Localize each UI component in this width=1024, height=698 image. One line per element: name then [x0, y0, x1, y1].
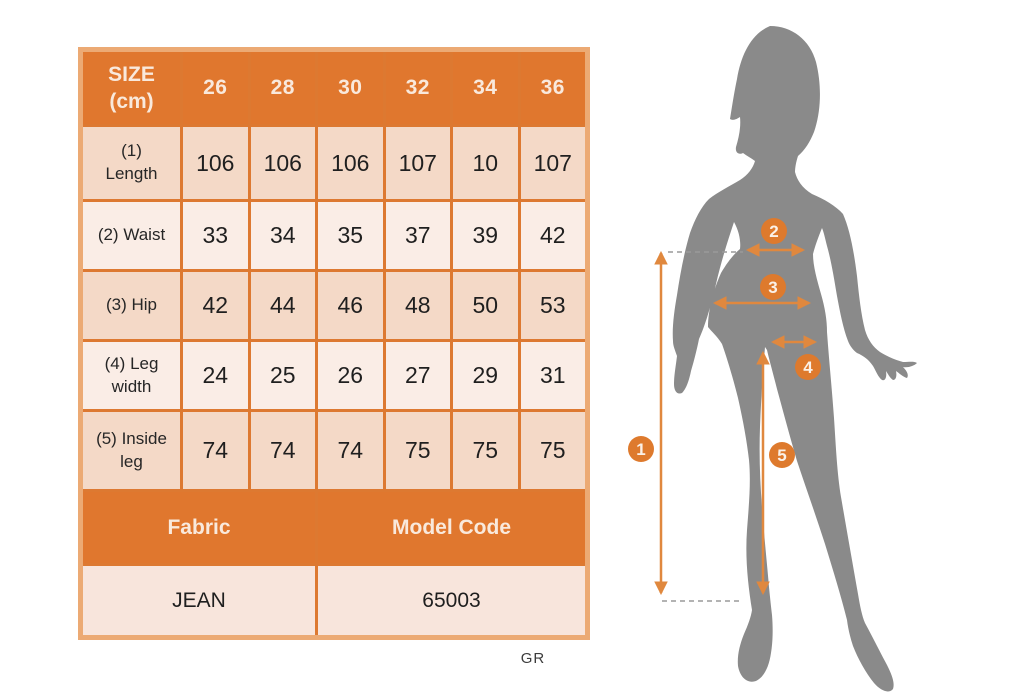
- table-value: 24: [183, 342, 248, 409]
- svg-text:4: 4: [803, 358, 813, 377]
- row-label-waist: (2) Waist: [83, 202, 180, 269]
- measure-marker-3: 3: [760, 274, 786, 300]
- table-value: 107: [385, 127, 450, 199]
- size-col-26: 26: [183, 52, 248, 124]
- svg-text:5: 5: [777, 446, 786, 465]
- table-value: 42: [520, 202, 585, 269]
- row-label-inside-leg: (5) Inside leg: [83, 412, 180, 489]
- measure-marker-5: 5: [769, 442, 795, 468]
- size-table: SIZE (cm) 26 28 30 32 34 36 (1) Length 1…: [78, 47, 590, 640]
- table-value: 46: [318, 272, 383, 339]
- model-code-value: 65003: [318, 566, 585, 635]
- table-value: 106: [250, 127, 315, 199]
- table-value: 39: [453, 202, 518, 269]
- row-label-leg-width: (4) Leg width: [83, 342, 180, 409]
- table-value: 26: [318, 342, 383, 409]
- table-value: 25: [250, 342, 315, 409]
- table-value: 106: [318, 127, 383, 199]
- row-label-length: (1) Length: [83, 127, 180, 199]
- size-col-36: 36: [520, 52, 585, 124]
- table-value: 75: [385, 412, 450, 489]
- table-value: 106: [183, 127, 248, 199]
- table-value: 74: [183, 412, 248, 489]
- size-col-28: 28: [250, 52, 315, 124]
- svg-text:3: 3: [768, 278, 777, 297]
- size-header-corner: SIZE (cm): [83, 52, 180, 124]
- measure-marker-2: 2: [761, 218, 787, 244]
- row-label-hip: (3) Hip: [83, 272, 180, 339]
- model-code-header: Model Code: [318, 492, 585, 563]
- table-value: 29: [453, 342, 518, 409]
- table-value: 44: [250, 272, 315, 339]
- table-value: 74: [318, 412, 383, 489]
- footnote-gr: GR: [520, 650, 546, 667]
- table-value: 48: [385, 272, 450, 339]
- size-col-34: 34: [453, 52, 518, 124]
- fabric-value: JEAN: [83, 566, 315, 635]
- table-value: 75: [520, 412, 585, 489]
- measure-marker-4: 4: [795, 354, 821, 380]
- table-value: 35: [318, 202, 383, 269]
- svg-text:2: 2: [769, 222, 778, 241]
- table-value: 53: [520, 272, 585, 339]
- svg-text:1: 1: [636, 440, 645, 459]
- table-value: 10: [453, 127, 518, 199]
- table-value: 27: [385, 342, 450, 409]
- measure-marker-1: 1: [628, 436, 654, 462]
- table-value: 31: [520, 342, 585, 409]
- table-value: 42: [183, 272, 248, 339]
- measurement-figure: 1 2 3 4 5: [600, 0, 1024, 698]
- table-value: 34: [250, 202, 315, 269]
- size-col-32: 32: [385, 52, 450, 124]
- size-col-30: 30: [318, 52, 383, 124]
- table-value: 33: [183, 202, 248, 269]
- table-value: 75: [453, 412, 518, 489]
- fabric-header: Fabric: [83, 492, 315, 563]
- table-value: 37: [385, 202, 450, 269]
- table-value: 74: [250, 412, 315, 489]
- table-value: 50: [453, 272, 518, 339]
- body-silhouette-shape: [672, 26, 917, 692]
- table-value: 107: [520, 127, 585, 199]
